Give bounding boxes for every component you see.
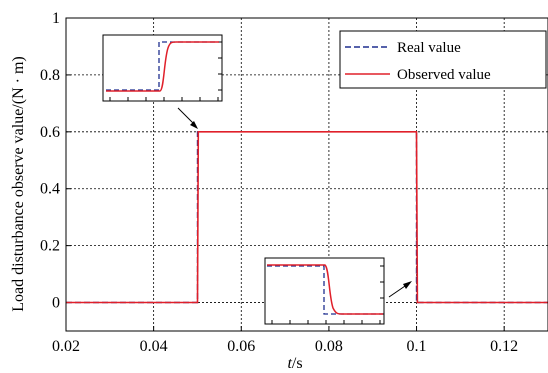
inset-fall-real-line [267, 265, 383, 315]
legend-label-real: Real value [397, 40, 461, 56]
x-tick-label: 0.12 [490, 338, 518, 355]
inset-fall-arrowhead [403, 281, 412, 289]
x-tick-label: 0.1 [407, 338, 427, 355]
inset-fall [264, 257, 385, 325]
y-tick-label: 0.2 [40, 238, 60, 255]
x-axis-label: t/s [287, 355, 302, 372]
legend-box [339, 30, 547, 89]
legend-label-observed: Observed value [397, 67, 491, 83]
plot-frame [65, 17, 548, 332]
x-tick-label: 0.08 [315, 338, 343, 355]
y-tick-label: 1 [52, 10, 60, 27]
x-tick-label: 0.02 [52, 338, 80, 355]
inset-rise [102, 34, 223, 102]
plot-area [66, 131, 548, 304]
x-tick-label: 0.06 [227, 338, 255, 355]
y-tick-label: 0.6 [40, 124, 60, 141]
y-tick-label: 0.4 [40, 181, 60, 198]
ticks: 0.02 0.04 0.06 0.08 0.1 0.12 0 0.2 0.4 0.6 0.8 1 [40, 10, 518, 355]
y-axis-label: Load disturbance observe value/(N · m) [10, 56, 27, 311]
y-tick-label: 0 [52, 295, 60, 312]
x-tick-label: 0.04 [140, 338, 168, 355]
series-observed-value-line [66, 131, 548, 304]
legend: Real value Observed value [339, 30, 547, 89]
y-tick-label: 0.8 [40, 67, 60, 84]
inset-rise-observed-line [106, 41, 219, 92]
inset-rise-arrowhead [190, 121, 198, 129]
inset-fall-observed-line [267, 264, 383, 315]
